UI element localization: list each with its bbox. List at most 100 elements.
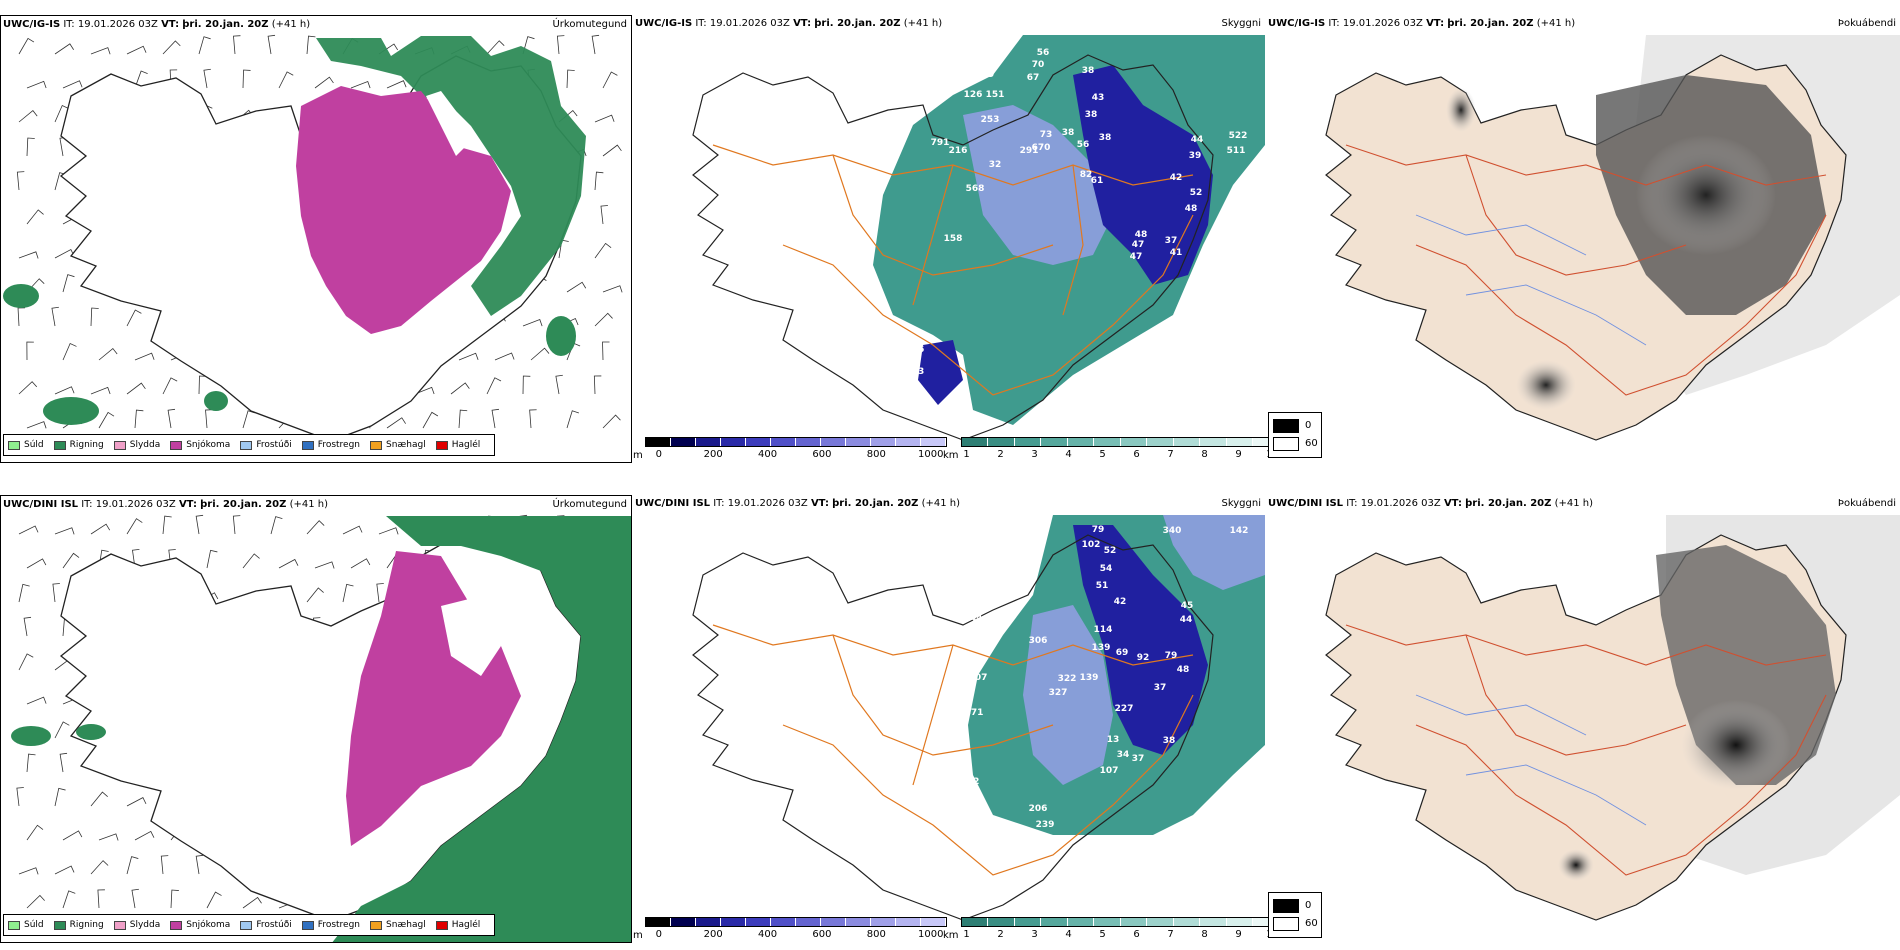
visibility-value: 670 <box>1032 143 1051 153</box>
visibility-value: 61 <box>1091 176 1104 186</box>
wind-barb <box>242 69 251 89</box>
visibility-value: 107 <box>1100 766 1119 776</box>
colorbar-tick: 200 <box>703 449 723 460</box>
legend-swatch <box>113 920 126 930</box>
colorbar-tick: 600 <box>812 929 832 940</box>
precip-type-legend: Súld Rigning Slydda Snjókoma Frostúði Frostre… <box>3 434 496 456</box>
legend-item: Rigning <box>53 920 104 930</box>
colorbar-segment <box>1147 438 1174 446</box>
colorbar-tick: 4 <box>1065 929 1072 940</box>
wind-barb <box>376 583 384 603</box>
wind-barb <box>342 525 363 535</box>
wind-barb <box>386 417 406 429</box>
panel-header: UWC/IG-IS IT: 19.01.2026 03Z VT: þri. 20… <box>1268 18 1576 29</box>
visibility-value: 52 <box>1104 546 1117 556</box>
legend-label: Snjókoma <box>186 440 231 450</box>
visibility-value: 34 <box>1117 750 1130 760</box>
wind-barb <box>458 409 468 429</box>
visibility-value: 56 <box>1077 140 1090 150</box>
wind-barb <box>134 70 148 89</box>
visibility-value: 206 <box>1029 804 1048 814</box>
wind-barb <box>486 40 505 55</box>
wind-barb <box>26 894 45 909</box>
iceland-outline <box>692 54 1214 441</box>
colorbar-tick: 1 <box>963 929 970 940</box>
colorbar-m <box>644 437 947 447</box>
visibility-value: 43 <box>912 367 925 377</box>
colorbar-tick: 400 <box>758 929 778 940</box>
legend-swatch <box>113 440 126 450</box>
colorbar-segment <box>870 438 896 446</box>
legend-item: Haglél <box>435 440 480 450</box>
visibility-value: 151 <box>986 90 1005 100</box>
visibility-value: 139 <box>1080 673 1099 683</box>
wind-barb <box>278 558 299 569</box>
wind-barb <box>134 352 155 361</box>
visibility-value: 511 <box>1227 146 1246 156</box>
wind-barb <box>90 523 111 535</box>
wind-barb <box>314 76 334 89</box>
colorbar-segment <box>961 918 989 926</box>
visibility-value: 76 <box>912 345 925 355</box>
colorbar-tick: 9 <box>1235 449 1242 460</box>
visibility-value: 972 <box>961 777 980 787</box>
wind-barb <box>26 137 35 157</box>
visibility-value: 42 <box>1114 597 1127 607</box>
legend-item: Frostregn <box>301 920 360 930</box>
wind-barb <box>522 375 531 395</box>
rain-area <box>332 516 631 942</box>
legend-swatch <box>435 920 448 930</box>
wind-barb <box>54 721 70 739</box>
wind-barb <box>306 587 324 603</box>
wind-barb <box>162 515 172 535</box>
wind-barb <box>26 824 44 841</box>
wind-barb <box>126 45 147 55</box>
wind-barb <box>170 889 179 909</box>
wind-barb <box>242 553 260 569</box>
wind-barb <box>59 752 68 773</box>
wind-barb <box>566 281 587 293</box>
visibility-value: 306 <box>1029 636 1048 646</box>
wind-barb <box>26 558 47 569</box>
precip-map <box>3 34 623 442</box>
colorbar-segment <box>1094 918 1121 926</box>
legend-item: Rigning <box>53 440 104 450</box>
fog-scale-legend: 0 60 <box>1268 412 1322 458</box>
legend-swatch <box>53 440 66 450</box>
visibility-value: 340 <box>1163 526 1182 536</box>
wind-barb <box>232 515 241 535</box>
wind-barb <box>18 381 38 395</box>
legend-label: Rigning <box>69 440 104 450</box>
legend-label: Snæhagl <box>386 440 426 450</box>
wind-barb <box>233 35 241 55</box>
colorbar-segment <box>988 918 1015 926</box>
colorbar-segment <box>645 438 671 446</box>
colorbar-segment <box>820 438 846 446</box>
wind-barb <box>97 889 105 909</box>
wind-barb <box>594 171 604 191</box>
wind-barb <box>126 309 142 327</box>
visibility-value: 44 <box>1191 135 1204 145</box>
visibility-value: 37 <box>1132 754 1145 764</box>
visibility-value: 239 <box>1036 820 1055 830</box>
legend-swatch <box>301 920 314 930</box>
wind-barb <box>591 34 600 55</box>
wind-barb <box>26 80 47 89</box>
fog-map <box>1325 515 1900 921</box>
precip-map <box>11 514 631 942</box>
river-network <box>1415 694 1647 826</box>
visibility-value: 51 <box>1096 581 1109 591</box>
wind-barb <box>162 40 181 55</box>
visibility-value: 38 <box>1163 736 1176 746</box>
wind-barb <box>198 375 207 395</box>
colorbar-tick: 7 <box>1167 929 1174 940</box>
wind-barb <box>90 860 109 875</box>
visibility-value: 73 <box>1040 130 1053 140</box>
visibility-value: 522 <box>1229 131 1248 141</box>
visibility-value: 44 <box>1180 615 1193 625</box>
road-network <box>712 624 1194 876</box>
legend-swatch <box>301 440 314 450</box>
